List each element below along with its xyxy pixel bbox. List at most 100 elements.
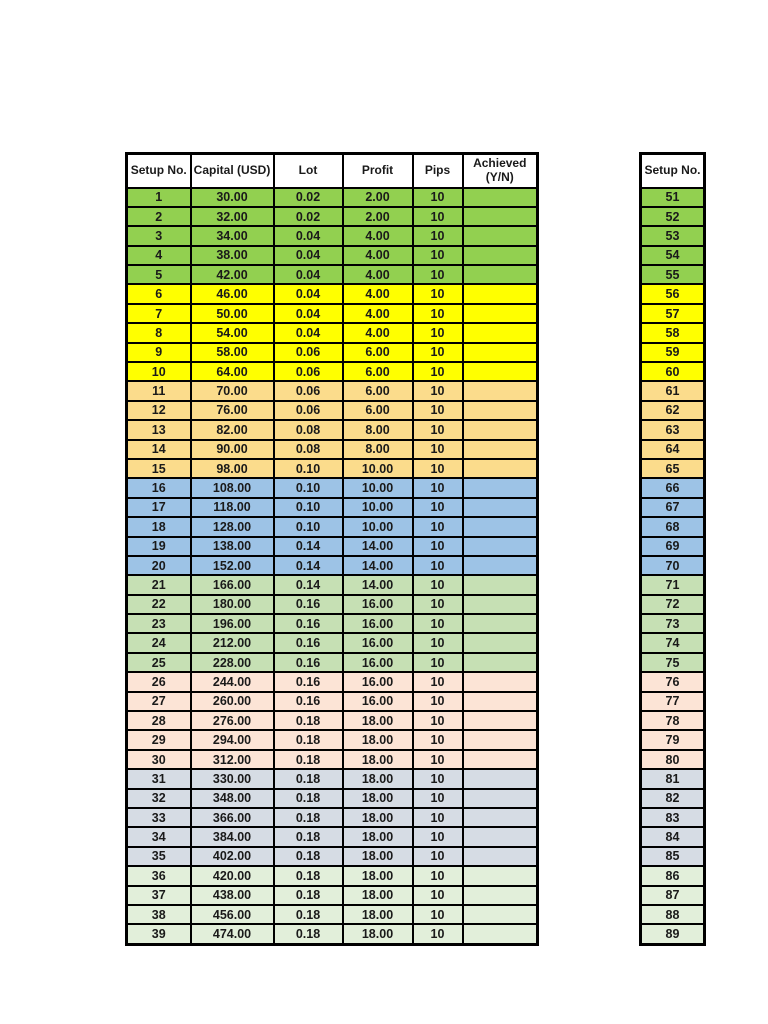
table-row: 31 330.00 0.18 18.00 10	[125, 768, 539, 790]
cell-profit: 18.00	[341, 923, 414, 946]
cell-capital: 138.00	[189, 535, 275, 557]
cell-lot: 0.04	[272, 264, 344, 286]
cell-setup-no: 37	[125, 884, 192, 906]
cell-lot: 0.18	[272, 884, 344, 906]
table-row: 13 82.00 0.08 8.00 10	[125, 419, 539, 441]
cell-profit: 4.00	[341, 244, 414, 267]
cell-setup-no: 87	[639, 884, 706, 906]
cell-lot: 0.16	[272, 632, 344, 654]
table-row: 58	[639, 322, 706, 344]
cell-lot: 0.18	[272, 845, 344, 868]
cell-capital: 34.00	[189, 225, 275, 247]
cell-profit: 6.00	[341, 360, 414, 383]
cell-setup-no: 62	[639, 399, 706, 422]
cell-lot: 0.10	[272, 516, 344, 538]
cell-lot: 0.08	[272, 438, 344, 460]
cell-setup-no: 6	[125, 283, 192, 305]
cell-lot: 0.02	[272, 205, 344, 228]
cell-pips: 10	[411, 399, 464, 422]
table-row: 33 366.00 0.18 18.00 10	[125, 806, 539, 829]
cell-profit: 18.00	[341, 748, 414, 771]
cell-setup-no: 32	[125, 787, 192, 810]
cell-pips: 10	[411, 264, 464, 286]
cell-setup-no: 64	[639, 438, 706, 460]
cell-lot: 0.18	[272, 710, 344, 732]
cell-capital: 38.00	[189, 244, 275, 267]
cell-pips: 10	[411, 438, 464, 460]
cell-setup-no: 34	[125, 826, 192, 848]
table-row: 66	[639, 477, 706, 499]
table-row: 76	[639, 671, 706, 693]
table-row: 8 54.00 0.04 4.00 10	[125, 322, 539, 344]
cell-capital: 244.00	[189, 671, 275, 693]
cell-setup-no: 65	[639, 457, 706, 480]
main-table-body: 1 30.00 0.02 2.00 10 2 32.00 0.02 2.00 10 3 34.00 0.…	[125, 186, 539, 946]
cell-lot: 0.04	[272, 322, 344, 344]
table-row: 12 76.00 0.06 6.00 10	[125, 399, 539, 422]
table-row: 11 70.00 0.06 6.00 10	[125, 380, 539, 402]
cell-profit: 18.00	[341, 710, 414, 732]
cell-achieved	[461, 322, 539, 344]
cell-setup-no: 69	[639, 535, 706, 557]
cell-lot: 0.10	[272, 457, 344, 480]
header-pips: Pips	[411, 152, 464, 189]
cell-achieved	[461, 710, 539, 732]
cell-lot: 0.18	[272, 865, 344, 887]
cell-capital: 166.00	[189, 574, 275, 596]
table-row: 75	[639, 651, 706, 674]
cell-setup-no: 38	[125, 903, 192, 926]
cell-setup-no: 24	[125, 632, 192, 654]
cell-profit: 18.00	[341, 787, 414, 810]
cell-lot: 0.04	[272, 302, 344, 325]
cell-capital: 294.00	[189, 729, 275, 751]
cell-setup-no: 20	[125, 554, 192, 577]
table-row: 32 348.00 0.18 18.00 10	[125, 787, 539, 810]
cell-achieved	[461, 787, 539, 810]
cell-lot: 0.06	[272, 380, 344, 402]
cell-lot: 0.10	[272, 496, 344, 519]
cell-setup-no: 89	[639, 923, 706, 946]
cell-profit: 2.00	[341, 205, 414, 228]
cell-setup-no: 79	[639, 729, 706, 751]
cell-capital: 54.00	[189, 322, 275, 344]
cell-lot: 0.18	[272, 768, 344, 790]
cell-capital: 474.00	[189, 923, 275, 946]
table-row: 34 384.00 0.18 18.00 10	[125, 826, 539, 848]
cell-lot: 0.18	[272, 748, 344, 771]
table-row: 51	[639, 186, 706, 208]
cell-setup-no: 5	[125, 264, 192, 286]
cell-capital: 180.00	[189, 593, 275, 616]
cell-setup-no: 14	[125, 438, 192, 460]
table-row: 57	[639, 302, 706, 325]
cell-achieved	[461, 283, 539, 305]
cell-setup-no: 61	[639, 380, 706, 402]
cell-pips: 10	[411, 613, 464, 635]
cell-setup-no: 26	[125, 671, 192, 693]
cell-profit: 10.00	[341, 496, 414, 519]
cell-lot: 0.18	[272, 806, 344, 829]
cell-pips: 10	[411, 651, 464, 674]
cell-setup-no: 73	[639, 613, 706, 635]
table-row: 23 196.00 0.16 16.00 10	[125, 613, 539, 635]
cell-profit: 10.00	[341, 457, 414, 480]
cell-pips: 10	[411, 884, 464, 906]
cell-setup-no: 9	[125, 341, 192, 364]
cell-capital: 384.00	[189, 826, 275, 848]
cell-achieved	[461, 302, 539, 325]
cell-setup-no: 29	[125, 729, 192, 751]
table-row: 1 30.00 0.02 2.00 10	[125, 186, 539, 208]
cell-profit: 18.00	[341, 865, 414, 887]
table-row: 39 474.00 0.18 18.00 10	[125, 923, 539, 946]
cell-achieved	[461, 341, 539, 364]
cell-lot: 0.04	[272, 225, 344, 247]
cell-setup-no: 57	[639, 302, 706, 325]
cell-profit: 6.00	[341, 380, 414, 402]
table-row: 25 228.00 0.16 16.00 10	[125, 651, 539, 674]
table-row: 35 402.00 0.18 18.00 10	[125, 845, 539, 868]
cell-setup-no: 33	[125, 806, 192, 829]
cell-achieved	[461, 516, 539, 538]
cell-lot: 0.06	[272, 360, 344, 383]
cell-profit: 18.00	[341, 806, 414, 829]
table-row: 53	[639, 225, 706, 247]
